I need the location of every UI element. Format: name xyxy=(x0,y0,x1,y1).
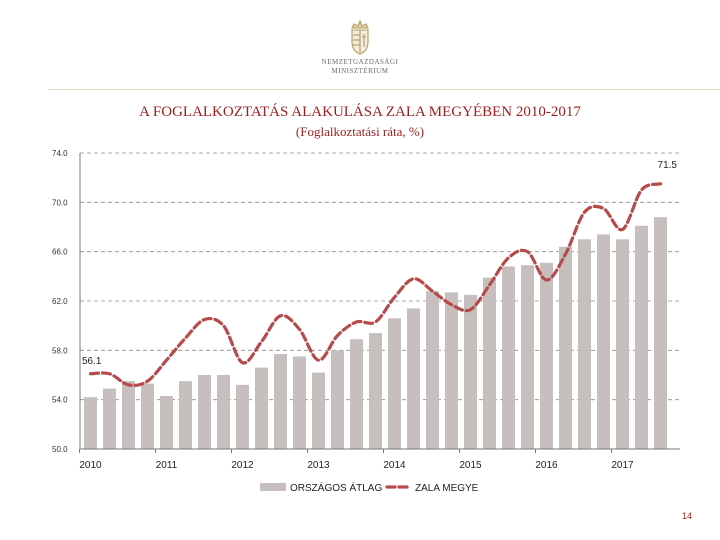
bar xyxy=(331,350,344,449)
ministry-name: NEMZETGAZDASÁGI MINISZTÉRIUM xyxy=(300,58,420,76)
bar xyxy=(445,292,458,449)
ministry-line-1: NEMZETGAZDASÁGI xyxy=(321,58,399,66)
x-tick-label: 2011 xyxy=(156,460,178,471)
bar xyxy=(597,234,610,449)
bar xyxy=(198,375,211,449)
bar xyxy=(502,266,515,449)
x-tick-label: 2013 xyxy=(307,460,330,471)
x-tick-label: 2015 xyxy=(459,460,482,471)
legend-label-zala-megye: ZALA MEGYE xyxy=(415,483,479,494)
bar xyxy=(483,277,496,449)
bar xyxy=(654,217,667,449)
data-label-first: 56.1 xyxy=(82,356,102,367)
bar xyxy=(255,367,268,449)
data-label-last: 71.5 xyxy=(658,160,678,171)
y-tick-label: 70.0 xyxy=(52,198,68,207)
bar xyxy=(122,381,135,449)
bar xyxy=(407,308,420,449)
page-number: 14 xyxy=(681,511,692,521)
bar xyxy=(179,381,192,449)
y-tick-label: 66.0 xyxy=(52,248,68,257)
y-tick-label: 54.0 xyxy=(52,396,68,405)
coat-of-arms-icon xyxy=(351,19,369,55)
x-tick-label: 2010 xyxy=(79,460,102,471)
bar xyxy=(369,333,382,449)
x-tick-label: 2017 xyxy=(611,460,634,471)
y-tick-label: 50.0 xyxy=(52,445,68,454)
y-tick-label: 58.0 xyxy=(52,346,68,355)
bar xyxy=(578,239,591,449)
x-tick-label: 2014 xyxy=(383,460,406,471)
bar xyxy=(217,375,230,449)
bar xyxy=(350,339,363,449)
bar xyxy=(141,383,154,449)
bar xyxy=(540,262,553,449)
header-divider xyxy=(48,89,720,90)
legend-swatch-bar xyxy=(260,483,286,491)
x-tick-label: 2016 xyxy=(535,460,558,471)
bar xyxy=(293,356,306,449)
bar xyxy=(521,265,534,449)
bar xyxy=(236,384,249,449)
ministry-line-2: MINISZTÉRIUM xyxy=(331,67,389,75)
bar xyxy=(84,397,97,449)
bar xyxy=(616,239,629,449)
x-tick-label: 2012 xyxy=(231,460,254,471)
y-tick-label: 74.0 xyxy=(52,149,68,158)
bar xyxy=(274,354,287,449)
bar xyxy=(388,318,401,449)
bar xyxy=(426,291,439,449)
y-tick-label: 62.0 xyxy=(52,297,68,306)
chart-title: A FOGLALKOZTATÁS ALAKULÁSA ZALA MEGYÉBEN… xyxy=(139,104,581,120)
line-series-zala-megye xyxy=(88,182,663,387)
bar xyxy=(312,372,325,449)
bar xyxy=(160,395,173,449)
legend-label-orszagos-atlag: ORSZÁGOS ÁTLAG xyxy=(290,481,382,494)
bar xyxy=(103,388,116,449)
bar xyxy=(559,246,572,449)
bar xyxy=(464,294,477,449)
bar xyxy=(635,225,648,449)
chart-subtitle: (Foglalkoztatási ráta, %) xyxy=(295,124,425,139)
